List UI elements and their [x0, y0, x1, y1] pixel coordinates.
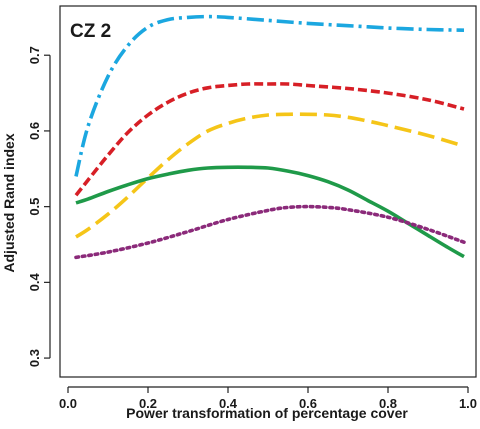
- x-tick-label: 0.8: [379, 396, 397, 411]
- y-tick-label: 0.7: [27, 46, 42, 64]
- series-line-4: [75, 165, 465, 259]
- x-tick-label: 0.6: [299, 396, 317, 411]
- series-line-1: [74, 14, 465, 177]
- panel-label: CZ 2: [70, 21, 111, 42]
- x-axis-label: Power transformation of percentage cover: [126, 405, 408, 421]
- y-tick-label: 0.6: [27, 122, 42, 140]
- series-line-3: [75, 112, 465, 239]
- y-tick-label: 0.5: [27, 198, 42, 216]
- plot-frame: [59, 5, 477, 378]
- y-tick-label: 0.4: [27, 273, 42, 292]
- x-tick-label: 1.0: [459, 396, 477, 411]
- series-line-2: [74, 82, 465, 197]
- x-tick-label: 0.2: [139, 396, 157, 411]
- x-tick-label: 0.4: [219, 396, 238, 411]
- y-tick-label: 0.3: [27, 349, 42, 367]
- y-axis-label: Adjusted Rand index: [1, 133, 17, 272]
- series-line-5: [74, 204, 466, 260]
- x-tick-label: 0.0: [59, 396, 77, 411]
